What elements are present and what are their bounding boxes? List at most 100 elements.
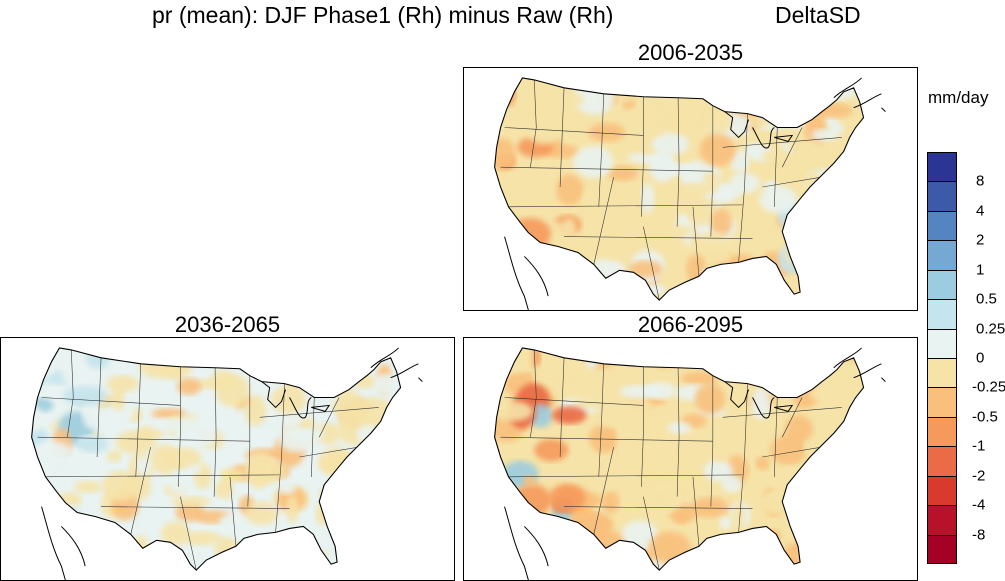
precip-blob <box>361 450 397 469</box>
coast-feature <box>774 404 794 412</box>
state-line <box>643 226 660 301</box>
precip-blob <box>162 447 202 468</box>
precip-blob <box>654 163 699 176</box>
precip-blob <box>533 180 556 202</box>
precip-blob <box>784 112 808 130</box>
panel-title-2006-2035: 2006-2035 <box>637 40 744 65</box>
precip-blob <box>561 250 582 282</box>
state-line <box>504 204 743 208</box>
precip-blob <box>162 392 192 404</box>
state-line <box>676 367 680 497</box>
colorbar-label: 0.25 <box>976 320 1005 338</box>
precip-blob <box>818 251 841 279</box>
precip-blob <box>276 362 315 379</box>
coastline <box>31 347 402 571</box>
precip-blob <box>334 466 367 481</box>
state-line <box>781 127 803 168</box>
precip-blob <box>353 397 394 430</box>
state-line <box>530 349 537 438</box>
precip-blob <box>732 254 758 288</box>
colorbar-label: 4 <box>976 202 985 220</box>
precip-blob <box>504 545 519 563</box>
precip-blob <box>802 170 824 204</box>
precip-blob <box>666 231 687 261</box>
precip-blob <box>704 543 741 556</box>
coastline <box>494 77 865 301</box>
precip-blob <box>589 285 621 301</box>
precip-blob <box>317 422 341 445</box>
precip-blob <box>817 79 858 101</box>
precip-blob <box>620 108 659 129</box>
precip-blob <box>523 474 537 488</box>
coast-feature <box>370 347 419 379</box>
state-line <box>229 476 237 547</box>
precip-blob <box>174 416 218 450</box>
precip-blob <box>357 457 376 474</box>
precip-blob <box>760 558 784 571</box>
precip-blob <box>836 197 859 210</box>
state-line <box>564 506 753 509</box>
precip-blob <box>596 414 637 428</box>
precip-blob <box>651 132 690 156</box>
precip-blob <box>316 348 353 359</box>
precip-blob <box>680 77 694 89</box>
state-line <box>774 127 778 207</box>
precip-blob <box>277 480 297 495</box>
precip-blob <box>805 439 842 452</box>
precip-blob <box>750 388 771 420</box>
precip-blob <box>573 145 614 178</box>
state-line <box>738 383 748 533</box>
state-line <box>676 97 680 227</box>
precip-blob <box>552 406 587 425</box>
precip-blob <box>703 108 731 125</box>
precip-blob <box>810 542 827 571</box>
colorbar-box <box>927 328 957 359</box>
state-line <box>504 127 644 136</box>
precip-blob <box>588 122 626 142</box>
precip-blob <box>694 383 725 415</box>
precip-blob <box>501 77 516 107</box>
coast-feature <box>774 134 794 142</box>
coast-feature <box>524 526 549 567</box>
state-line <box>178 366 181 487</box>
precip-blob <box>494 550 517 563</box>
colorbar-label: -8 <box>972 526 986 544</box>
colorbar-box <box>927 475 957 506</box>
precip-blob <box>673 511 690 525</box>
precip-blob <box>821 555 839 569</box>
figure-title-text: pr (mean): DJF Phase1 (Rh) minus Raw (Rh… <box>152 2 614 28</box>
state-line <box>101 506 290 509</box>
precip-blob <box>592 530 625 558</box>
state-line <box>710 375 714 507</box>
precip-blob <box>809 385 831 401</box>
precip-blob <box>842 283 864 301</box>
precip-blob <box>562 236 586 249</box>
state-line <box>530 79 537 168</box>
precip-blob <box>711 553 751 565</box>
precip-blob <box>614 183 629 208</box>
precip-blob <box>716 185 732 203</box>
precip-blob <box>844 543 864 571</box>
precip-blob <box>31 355 50 387</box>
colorbar-label: -1 <box>972 437 986 455</box>
coast-feature <box>752 127 775 149</box>
precip-blob <box>494 138 516 171</box>
precip-blob <box>519 282 535 301</box>
precip-blob <box>714 442 727 463</box>
precip-blob <box>602 490 620 514</box>
precip-blob <box>730 150 750 174</box>
state-line <box>247 375 251 507</box>
precip-blob <box>513 484 552 517</box>
state-line <box>762 176 822 188</box>
precip-blob <box>115 430 157 454</box>
precip-blob <box>569 273 603 299</box>
coast-feature <box>311 404 331 412</box>
precip-blob <box>312 552 350 571</box>
precip-blob <box>572 394 615 409</box>
precip-blob <box>713 276 734 298</box>
precip-blob <box>548 483 586 513</box>
precip-blob <box>368 501 389 520</box>
precip-blob <box>168 481 190 494</box>
colorbar-box <box>927 358 957 388</box>
precip-blob <box>294 349 322 383</box>
